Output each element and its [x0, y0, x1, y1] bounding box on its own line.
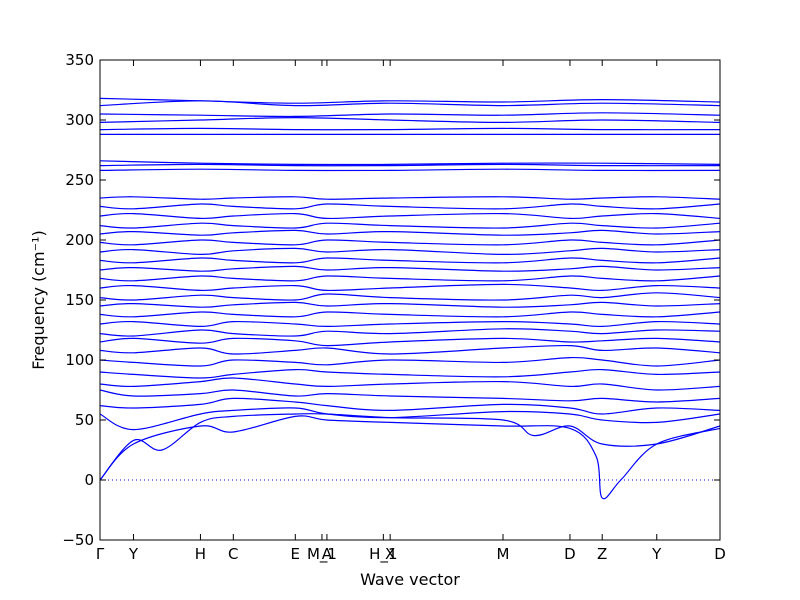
- x-axis-ticks: Γ Y H C E M_1A H_1X M D Z Y D: [96, 60, 726, 564]
- y-tick-label: 250: [65, 171, 94, 189]
- band-line-4: [99, 397, 721, 415]
- band-line-14: [99, 301, 721, 308]
- band-line-3: [99, 407, 721, 431]
- band-line-2: [99, 413, 721, 481]
- band-line-8: [99, 356, 721, 367]
- y-tick-label: 350: [65, 51, 94, 69]
- band-line-33: [99, 112, 721, 118]
- y-axis-ticks: −50 0 50 100 150 200 250 300 350: [62, 51, 720, 549]
- y-tick-label: −50: [62, 531, 94, 549]
- x-axis-label: Wave vector: [360, 570, 460, 589]
- x-tick-label: E: [291, 545, 300, 563]
- band-line-26: [99, 196, 721, 200]
- band-line-31: [99, 127, 721, 131]
- x-tick-label: Z: [597, 545, 607, 563]
- band-line-28: [99, 163, 721, 167]
- plot-background: [100, 60, 720, 540]
- band-line-15: [99, 292, 721, 301]
- band-line-16: [99, 283, 721, 292]
- x-tick-label: C: [228, 545, 238, 563]
- band-line-13: [99, 311, 721, 318]
- band-line-6: [99, 377, 721, 391]
- x-tick-label: A: [322, 545, 333, 563]
- phonon-bands: [99, 97, 721, 500]
- y-tick-label: 0: [84, 471, 94, 489]
- y-tick-label: 50: [75, 411, 94, 429]
- y-tick-label: 150: [65, 291, 94, 309]
- x-tick-label: Y: [128, 545, 139, 563]
- band-line-1: [99, 415, 721, 500]
- band-line-7: [99, 368, 721, 379]
- band-line-27: [99, 168, 721, 172]
- x-tick-label: M: [497, 545, 510, 563]
- band-line-21: [99, 239, 721, 246]
- band-line-10: [99, 337, 721, 347]
- band-line-18: [99, 265, 721, 272]
- band-line-24: [99, 212, 721, 220]
- band-line-32: [99, 116, 721, 124]
- x-tick-label: D: [564, 545, 576, 563]
- band-line-17: [99, 275, 721, 282]
- y-tick-label: 300: [65, 111, 94, 129]
- x-tick-label: H_1: [369, 545, 397, 564]
- x-tick-label: Γ: [96, 545, 105, 563]
- band-line-23: [99, 222, 721, 229]
- x-tick-label: D: [714, 545, 726, 563]
- band-line-29: [99, 160, 721, 166]
- band-line-25: [99, 203, 721, 210]
- y-axis-label: Frequency (cm⁻¹): [29, 230, 48, 369]
- band-line-35: [99, 97, 721, 104]
- band-line-9: [99, 344, 721, 355]
- band-line-20: [99, 247, 721, 256]
- y-tick-label: 100: [65, 351, 94, 369]
- x-tick-label: X: [385, 545, 395, 563]
- x-tick-label: H: [195, 545, 206, 563]
- band-line-11: [99, 328, 721, 337]
- band-line-12: [99, 320, 721, 328]
- band-line-19: [99, 257, 721, 264]
- band-line-5: [99, 389, 721, 403]
- x-tick-label: Y: [651, 545, 662, 563]
- band-line-22: [99, 229, 721, 236]
- x-tick-label: M_1: [307, 545, 337, 564]
- y-tick-label: 200: [65, 231, 94, 249]
- plot-area: [100, 60, 720, 540]
